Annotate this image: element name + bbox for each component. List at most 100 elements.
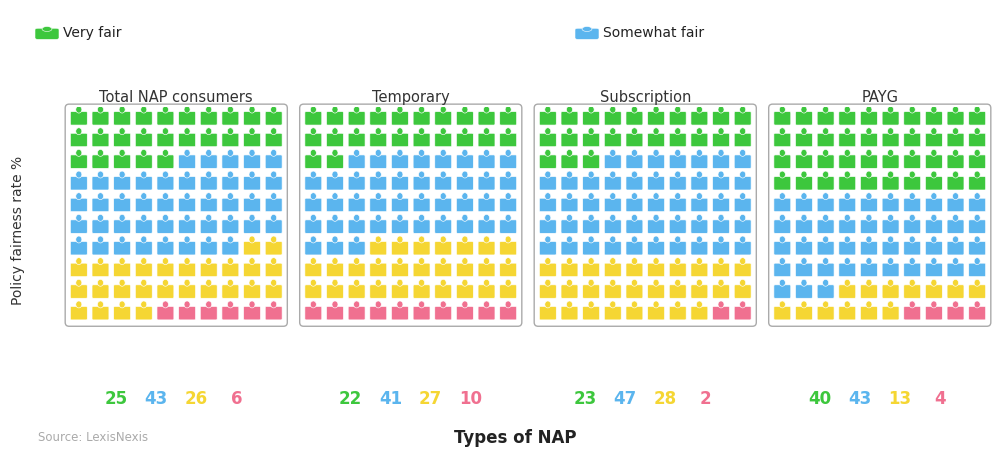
FancyBboxPatch shape (70, 242, 87, 255)
FancyBboxPatch shape (114, 263, 131, 277)
Ellipse shape (310, 172, 316, 179)
FancyBboxPatch shape (969, 199, 986, 212)
FancyBboxPatch shape (539, 220, 556, 234)
FancyBboxPatch shape (391, 134, 408, 147)
FancyBboxPatch shape (114, 220, 131, 234)
Ellipse shape (162, 215, 168, 222)
Ellipse shape (505, 107, 511, 114)
FancyBboxPatch shape (157, 156, 174, 169)
FancyBboxPatch shape (860, 177, 877, 190)
Ellipse shape (249, 172, 255, 179)
FancyBboxPatch shape (626, 285, 643, 299)
FancyBboxPatch shape (796, 242, 812, 255)
Ellipse shape (419, 193, 425, 200)
Ellipse shape (76, 172, 82, 179)
FancyBboxPatch shape (327, 307, 343, 320)
Ellipse shape (696, 301, 702, 308)
Ellipse shape (462, 172, 468, 179)
Ellipse shape (675, 129, 681, 135)
Ellipse shape (462, 107, 468, 114)
Ellipse shape (249, 107, 255, 114)
Ellipse shape (483, 280, 490, 286)
Ellipse shape (974, 150, 980, 157)
Ellipse shape (823, 215, 829, 222)
FancyBboxPatch shape (691, 177, 708, 190)
Ellipse shape (184, 172, 190, 179)
Ellipse shape (909, 193, 915, 200)
FancyBboxPatch shape (817, 307, 834, 320)
Ellipse shape (844, 301, 850, 308)
Ellipse shape (119, 172, 125, 179)
FancyBboxPatch shape (179, 285, 196, 299)
FancyBboxPatch shape (70, 220, 87, 234)
Ellipse shape (97, 129, 104, 135)
FancyBboxPatch shape (114, 134, 131, 147)
FancyBboxPatch shape (348, 199, 365, 212)
FancyBboxPatch shape (92, 199, 109, 212)
Ellipse shape (397, 258, 403, 265)
FancyBboxPatch shape (265, 285, 282, 299)
FancyBboxPatch shape (561, 242, 578, 255)
FancyBboxPatch shape (370, 112, 387, 126)
FancyBboxPatch shape (500, 307, 517, 320)
Ellipse shape (545, 236, 551, 243)
Ellipse shape (227, 193, 233, 200)
Ellipse shape (909, 236, 915, 243)
FancyBboxPatch shape (969, 177, 986, 190)
Ellipse shape (206, 172, 212, 179)
Ellipse shape (631, 107, 637, 114)
FancyBboxPatch shape (200, 134, 217, 147)
FancyBboxPatch shape (734, 242, 751, 255)
FancyBboxPatch shape (413, 199, 430, 212)
FancyBboxPatch shape (796, 307, 812, 320)
Ellipse shape (419, 258, 425, 265)
Ellipse shape (375, 193, 381, 200)
FancyBboxPatch shape (860, 307, 877, 320)
Text: 40: 40 (808, 389, 831, 407)
Ellipse shape (119, 215, 125, 222)
Ellipse shape (653, 236, 659, 243)
Ellipse shape (271, 236, 277, 243)
FancyBboxPatch shape (157, 242, 174, 255)
FancyBboxPatch shape (604, 156, 621, 169)
FancyBboxPatch shape (839, 177, 856, 190)
FancyBboxPatch shape (796, 285, 812, 299)
FancyBboxPatch shape (817, 263, 834, 277)
FancyBboxPatch shape (179, 220, 196, 234)
FancyBboxPatch shape (70, 199, 87, 212)
FancyBboxPatch shape (839, 220, 856, 234)
Ellipse shape (184, 107, 190, 114)
Ellipse shape (483, 236, 490, 243)
FancyBboxPatch shape (200, 156, 217, 169)
Ellipse shape (696, 172, 702, 179)
FancyBboxPatch shape (500, 199, 517, 212)
FancyBboxPatch shape (413, 156, 430, 169)
Ellipse shape (76, 215, 82, 222)
FancyBboxPatch shape (539, 263, 556, 277)
FancyBboxPatch shape (882, 112, 899, 126)
FancyBboxPatch shape (413, 263, 430, 277)
FancyBboxPatch shape (413, 177, 430, 190)
Ellipse shape (119, 301, 125, 308)
Ellipse shape (931, 107, 937, 114)
Ellipse shape (354, 193, 360, 200)
FancyBboxPatch shape (500, 177, 517, 190)
Ellipse shape (566, 215, 573, 222)
Ellipse shape (952, 301, 959, 308)
Ellipse shape (952, 150, 959, 157)
Ellipse shape (610, 236, 616, 243)
FancyBboxPatch shape (348, 220, 365, 234)
FancyBboxPatch shape (925, 220, 942, 234)
Ellipse shape (952, 193, 959, 200)
FancyBboxPatch shape (583, 177, 600, 190)
FancyBboxPatch shape (179, 263, 196, 277)
Ellipse shape (375, 172, 381, 179)
FancyBboxPatch shape (734, 263, 751, 277)
Text: 41: 41 (379, 389, 402, 407)
Ellipse shape (823, 107, 829, 114)
FancyBboxPatch shape (925, 263, 942, 277)
FancyBboxPatch shape (200, 199, 217, 212)
Ellipse shape (332, 107, 338, 114)
FancyBboxPatch shape (539, 156, 556, 169)
Ellipse shape (610, 215, 616, 222)
